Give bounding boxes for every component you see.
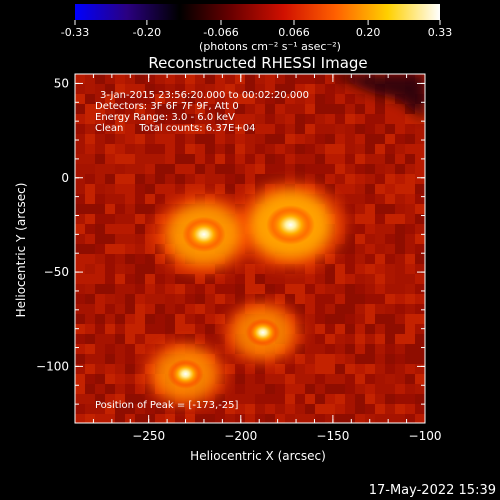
- colorbar-tick-label: 0.20: [356, 26, 381, 39]
- colorbar-tick-label: -0.20: [133, 26, 161, 39]
- y-tick-label: −50: [44, 265, 69, 279]
- colorbar-tick-label: -0.33: [61, 26, 89, 39]
- colorbar-ticks: [74, 20, 441, 25]
- colorbar-units: (photons cm⁻² s⁻¹ asec⁻²): [199, 40, 341, 53]
- x-tick-label: −250: [132, 429, 165, 443]
- colorbar: [75, 4, 440, 20]
- colorbar-tick-label: 0.33: [428, 26, 453, 39]
- colorbar-tick-label: -0.066: [203, 26, 238, 39]
- x-tick-label: −200: [224, 429, 257, 443]
- y-axis-ticks: 50 0 −50 −100: [36, 76, 425, 424]
- annotation-line: Energy Range: 3.0 - 6.0 keV: [95, 112, 235, 123]
- dark-corner: [330, 74, 425, 120]
- heatmap-image: [75, 74, 425, 423]
- colorbar-tick-labels: -0.33 -0.20 -0.066 0.066 0.20 0.33: [61, 26, 452, 39]
- source-core: [182, 216, 226, 252]
- footer-timestamp: 17-May-2022 15:39: [369, 483, 496, 498]
- y-tick-label: 50: [54, 76, 69, 90]
- y-tick-label: −100: [36, 359, 69, 373]
- x-axis-ticks: −250 −200 −150 −100: [74, 74, 442, 443]
- source-core: [266, 205, 315, 245]
- x-axis-label: Heliocentric X (arcsec): [190, 449, 326, 463]
- x-tick-label: −150: [316, 429, 349, 443]
- y-axis-label: Heliocentric Y (arcsec): [14, 183, 28, 318]
- annotation-line: 3-Jan-2015 23:56:20.000 to 00:02:20.000: [100, 90, 309, 101]
- chart-title: Reconstructed RHESSI Image: [148, 54, 367, 72]
- peak-position-note: Position of Peak = [-173,-25]: [95, 400, 239, 411]
- x-tick-label: −100: [409, 429, 442, 443]
- source-core: [245, 318, 281, 347]
- plot-frame: [74, 73, 426, 424]
- annotation-line: Clean Total counts: 6.37E+04: [95, 123, 255, 134]
- colorbar-tick-label: 0.066: [278, 26, 310, 39]
- source-core: [167, 359, 204, 389]
- annotation-block: 3-Jan-2015 23:56:20.000 to 00:02:20.000D…: [95, 90, 309, 134]
- y-tick-label: 0: [61, 171, 69, 185]
- annotation-line: Detectors: 3F 6F 7F 9F, Att 0: [95, 101, 239, 112]
